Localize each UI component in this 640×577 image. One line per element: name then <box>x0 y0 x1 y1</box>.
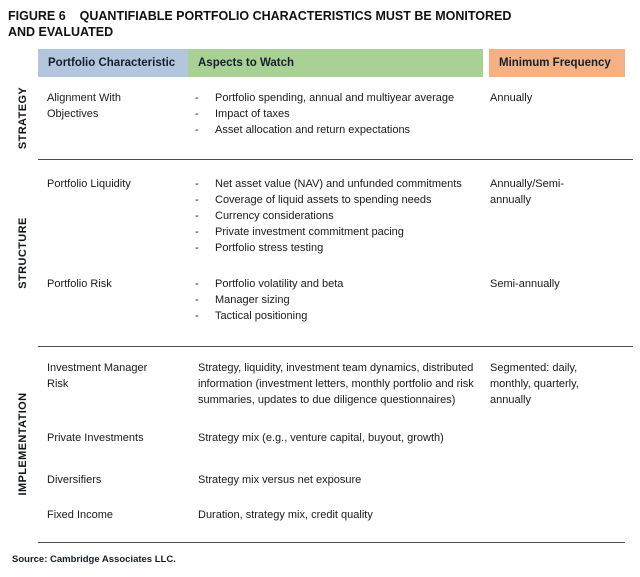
section-strategy: STRATEGY Alignment With Objectives - Port… <box>8 77 633 159</box>
aspect-item: - Portfolio volatility and beta <box>188 276 475 292</box>
section-implementation-body: Investment Manager Risk Strategy, liquid… <box>38 346 633 542</box>
characteristic-cell: Portfolio Risk <box>47 278 112 290</box>
aspects-cell: Strategy mix (e.g., venture capital, buy… <box>188 430 483 446</box>
aspect-text: Strategy mix versus net exposure <box>198 474 362 486</box>
aspects-cell: Strategy, liquidity, investment team dyn… <box>188 360 483 408</box>
aspects-cell: - Portfolio volatility and beta - Manager … <box>188 276 483 324</box>
bullet-dash: - <box>195 210 199 222</box>
title-line2: AND EVALUATED <box>8 25 114 39</box>
characteristic-cell: Fixed Income <box>47 509 114 521</box>
aspects-cell: Strategy mix versus net exposure <box>188 472 483 488</box>
figure-page: FIGURE 6 QUANTIFIABLE PORTFOLIO CHARACTER… <box>8 8 633 565</box>
aspect-item: - Tactical positioning <box>188 308 475 324</box>
bullet-dash: - <box>195 194 199 206</box>
col-header-portfolio-characteristic: Portfolio Characteristic <box>38 49 188 77</box>
frequency-cell: Semi-annually <box>490 278 560 290</box>
bullet-dash: - <box>195 278 199 290</box>
section-structure: STRUCTURE Portfolio Liquidity - Net asset… <box>8 159 633 346</box>
table-row-portfolio-risk: Portfolio Risk - Portfolio volatility and… <box>38 276 633 324</box>
aspect-item: - Portfolio stress testing <box>188 240 475 256</box>
characteristic-cell: Diversifiers <box>47 474 102 486</box>
bullet-dash: - <box>195 294 199 306</box>
aspect-item: - Portfolio spending, annual and multiyea… <box>188 90 475 106</box>
title-text: QUANTIFIABLE PORTFOLIO CHARACTERISTICS M… <box>79 9 512 23</box>
table-row-private-investments: Private Investments Strategy mix (e.g., … <box>38 430 633 446</box>
table-row-portfolio-liquidity: Portfolio Liquidity - Net asset value (NA… <box>38 176 633 256</box>
characteristic-cell: Private Investments <box>47 432 144 444</box>
frequency-cell: Annually/Semi-annually <box>490 178 564 206</box>
characteristics-table: Portfolio Characteristic Aspects to Watc… <box>8 49 633 543</box>
aspect-item: - Manager sizing <box>188 292 475 308</box>
aspects-cell: Duration, strategy mix, credit quality <box>188 507 483 523</box>
section-implementation: IMPLEMENTATION Investment Manager Risk S… <box>8 346 633 542</box>
characteristic-cell: Alignment With Objectives <box>47 92 121 120</box>
aspect-item: - Currency considerations <box>188 208 475 224</box>
bullet-dash: - <box>195 226 199 238</box>
table-row-alignment-with-objectives: Alignment With Objectives - Portfolio spe… <box>38 90 633 138</box>
table-bottom-rule <box>38 542 625 543</box>
table-row-investment-manager-risk: Investment Manager Risk Strategy, liquid… <box>38 360 633 408</box>
col-header-minimum-frequency: Minimum Frequency <box>489 49 625 77</box>
table-header-row: Portfolio Characteristic Aspects to Watc… <box>38 49 633 77</box>
section-strategy-body: Alignment With Objectives - Portfolio spe… <box>38 77 633 159</box>
bullet-dash: - <box>195 108 199 120</box>
aspect-item: - Coverage of liquid assets to spending n… <box>188 192 475 208</box>
aspect-text: Strategy mix (e.g., venture capital, buy… <box>198 432 444 444</box>
table-row-diversifiers: Diversifiers Strategy mix versus net exp… <box>38 472 633 488</box>
bullet-dash: - <box>195 124 199 136</box>
characteristic-cell: Portfolio Liquidity <box>47 178 131 190</box>
aspect-text: Strategy, liquidity, investment team dyn… <box>198 362 474 406</box>
aspect-item: - Asset allocation and return expectation… <box>188 122 475 138</box>
figure-number: FIGURE 6 <box>8 9 66 23</box>
title-line1: FIGURE 6 QUANTIFIABLE PORTFOLIO CHARACTER… <box>8 8 633 24</box>
table-row-fixed-income: Fixed Income Duration, strategy mix, cre… <box>38 507 633 523</box>
aspect-text: Duration, strategy mix, credit quality <box>198 509 373 521</box>
aspect-item: - Impact of taxes <box>188 106 475 122</box>
bullet-dash: - <box>195 92 199 104</box>
section-structure-body: Portfolio Liquidity - Net asset value (NA… <box>38 159 633 346</box>
figure-title: FIGURE 6 QUANTIFIABLE PORTFOLIO CHARACTER… <box>8 8 633 40</box>
section-label-structure: STRUCTURE <box>17 216 29 289</box>
frequency-cell <box>483 472 619 488</box>
frequency-cell <box>483 507 619 523</box>
bullet-dash: - <box>195 310 199 322</box>
section-label-strategy: STRATEGY <box>17 86 29 150</box>
frequency-cell: Segmented: daily, monthly, quarterly, an… <box>490 362 579 406</box>
section-label-implementation: IMPLEMENTATION <box>17 392 29 496</box>
aspect-item: - Private investment commitment pacing <box>188 224 475 240</box>
characteristic-cell: Investment Manager Risk <box>47 362 148 390</box>
source-note: Source: Cambridge Associates LLC. <box>12 554 176 565</box>
col-header-aspects-to-watch: Aspects to Watch <box>188 49 483 77</box>
bullet-dash: - <box>195 242 199 254</box>
aspects-cell: - Net asset value (NAV) and unfunded comm… <box>188 176 483 256</box>
bullet-dash: - <box>195 178 199 190</box>
aspects-cell: - Portfolio spending, annual and multiyea… <box>188 90 483 138</box>
aspect-item: - Net asset value (NAV) and unfunded comm… <box>188 176 475 192</box>
frequency-cell <box>483 430 619 446</box>
frequency-cell: Annually <box>490 92 533 104</box>
